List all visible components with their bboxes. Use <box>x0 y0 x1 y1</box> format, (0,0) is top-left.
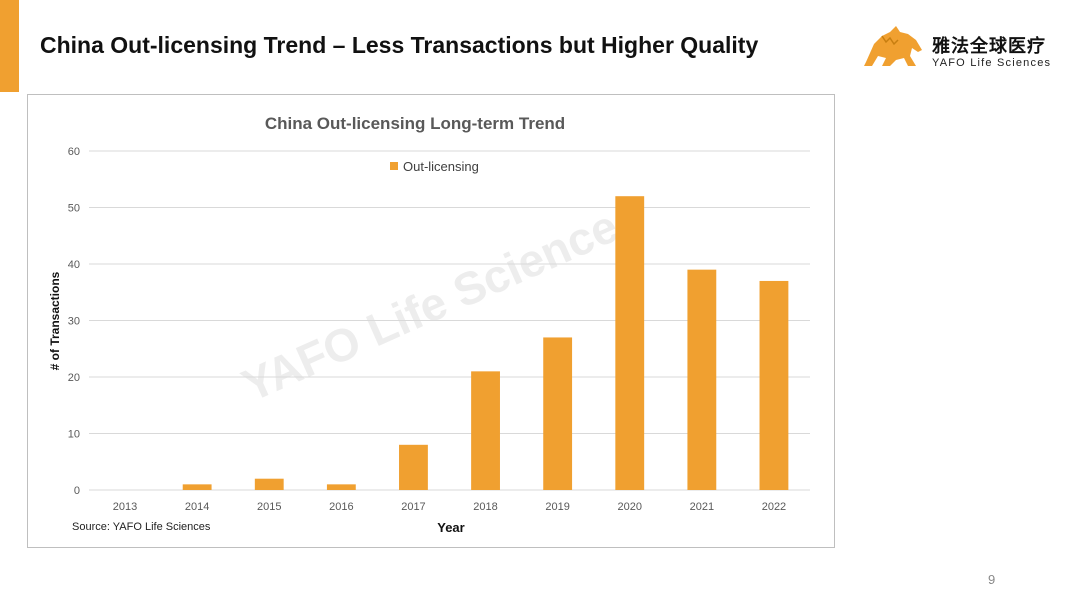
y-tick-label: 0 <box>74 485 80 497</box>
y-tick-label: 30 <box>68 316 80 328</box>
slide-title: China Out-licensing Trend – Less Transac… <box>40 32 759 58</box>
x-tick-label: 2014 <box>185 501 209 513</box>
bar-2019 <box>543 337 573 490</box>
bar-2022 <box>759 280 789 490</box>
x-tick-label: 2013 <box>113 501 137 513</box>
accent-bar <box>0 0 19 92</box>
x-tick-label: 2017 <box>401 501 425 513</box>
x-tick-label: 2018 <box>473 501 497 513</box>
y-tick-label: 40 <box>68 259 80 271</box>
page-number: 9 <box>988 572 996 587</box>
bar-2014 <box>182 484 212 490</box>
bar-chart: YAFO Life Sciences 0 10 20 30 40 50 60 2013 2014 2… <box>48 114 810 535</box>
x-tick-label: 2016 <box>329 501 353 513</box>
chart-container: YAFO Life Sciences 0 10 20 30 40 50 60 2013 2014 2… <box>27 94 835 548</box>
y-tick-label: 60 <box>68 146 80 158</box>
bar-2017 <box>399 444 428 490</box>
legend-label: Out-licensing <box>403 159 479 174</box>
logo-chinese-name: 雅法全球医疗 <box>932 36 1046 57</box>
bar-2015 <box>254 478 284 490</box>
chart-title: China Out-licensing Long-term Trend <box>265 114 565 133</box>
y-tick-label: 50 <box>68 203 80 215</box>
bar-2021 <box>687 269 717 490</box>
source-note: Source: YAFO Life Sciences <box>72 521 211 533</box>
logo-english-name: YAFO Life Sciences <box>932 57 1052 69</box>
bar-2016 <box>326 484 356 490</box>
legend-swatch <box>390 162 398 170</box>
x-tick-label: 2020 <box>618 501 642 513</box>
watermark-text: YAFO Life Sciences <box>234 189 648 412</box>
bar-2020 <box>615 196 645 490</box>
x-tick-label: 2022 <box>762 501 786 513</box>
x-tick-label: 2015 <box>257 501 281 513</box>
x-tick-label: 2021 <box>690 501 714 513</box>
bar-2018 <box>471 371 500 490</box>
y-tick-label: 20 <box>68 372 80 384</box>
lion-logo-icon <box>864 26 922 66</box>
x-tick-label: 2019 <box>545 501 569 513</box>
x-axis-title: Year <box>437 520 464 535</box>
y-tick-label: 10 <box>68 429 80 441</box>
company-logo: 雅法全球医疗 YAFO Life Sciences <box>860 20 1060 76</box>
y-axis-title: # of Transactions <box>48 271 62 370</box>
